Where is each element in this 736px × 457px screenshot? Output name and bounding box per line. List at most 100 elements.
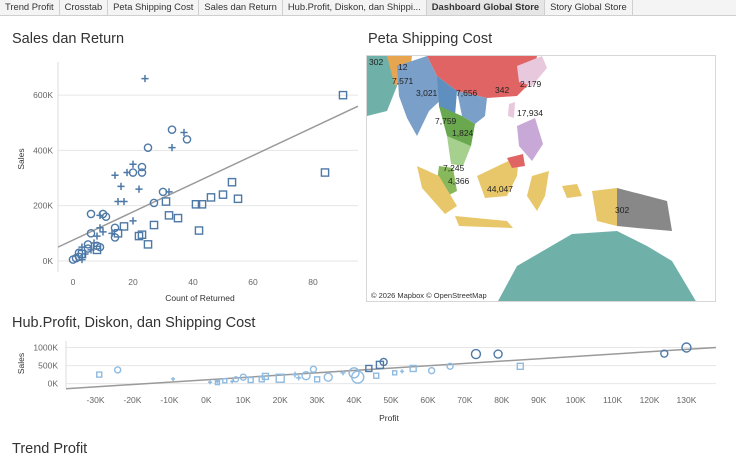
scatter-point[interactable] bbox=[168, 144, 176, 152]
scatter-point[interactable] bbox=[197, 200, 207, 209]
scatter-point[interactable] bbox=[233, 194, 243, 204]
scatter-point[interactable] bbox=[129, 160, 137, 168]
scatter-point[interactable] bbox=[214, 379, 221, 386]
y-tick-label: 1000K bbox=[33, 343, 58, 353]
scatter-point[interactable] bbox=[68, 255, 78, 264]
scatter-point[interactable] bbox=[135, 185, 143, 193]
scatter-point[interactable] bbox=[149, 198, 159, 208]
map-value-label: 44,047 bbox=[487, 184, 513, 194]
scatter-point[interactable] bbox=[114, 366, 122, 374]
scatter-point[interactable] bbox=[222, 378, 228, 384]
scatter-point[interactable] bbox=[120, 197, 128, 206]
scatter-point[interactable] bbox=[119, 222, 129, 231]
scatter-point[interactable] bbox=[99, 228, 107, 236]
map-attribution[interactable]: © 2026 Mapbox © OpenStreetMap bbox=[369, 291, 489, 300]
tab-hub-profit-diskon-dan-shippi[interactable]: Hub.Profit, Diskon, dan Shippi... bbox=[282, 0, 427, 15]
scatter-point[interactable] bbox=[149, 220, 159, 230]
scatter-point[interactable] bbox=[96, 211, 104, 219]
scatter-point[interactable] bbox=[427, 366, 436, 375]
x-tick-label: -30K bbox=[87, 395, 105, 405]
scatter-point[interactable] bbox=[117, 182, 125, 190]
scatter-point[interactable] bbox=[180, 128, 188, 137]
tab-dashboard-global-store[interactable]: Dashboard Global Store bbox=[426, 0, 546, 15]
scatter-point[interactable] bbox=[111, 171, 119, 179]
scatter-point[interactable] bbox=[446, 362, 454, 371]
scatter-point[interactable] bbox=[143, 240, 153, 249]
scatter-point[interactable] bbox=[275, 373, 285, 383]
scatter-point[interactable] bbox=[137, 168, 147, 177]
scatter-point[interactable] bbox=[123, 168, 131, 177]
tab-trend-profit[interactable]: Trend Profit bbox=[0, 0, 60, 15]
shipping-cost-map[interactable]: 302 12 7,571 3,021 7,656 342 2,179 17,934 7,759 1… bbox=[366, 55, 716, 302]
x-tick-label: 120K bbox=[640, 395, 660, 405]
scatter-point[interactable] bbox=[83, 240, 93, 249]
scatter-point[interactable] bbox=[247, 376, 254, 384]
scatter-point[interactable] bbox=[171, 376, 176, 381]
scatter-point[interactable] bbox=[338, 90, 348, 100]
scatter-point[interactable] bbox=[167, 125, 177, 134]
scatter-point[interactable] bbox=[143, 143, 153, 152]
scatter-point[interactable] bbox=[309, 365, 318, 373]
scatter-point[interactable] bbox=[161, 197, 171, 206]
scatter-point[interactable] bbox=[320, 168, 330, 177]
scatter-points bbox=[68, 74, 348, 264]
scatter-point[interactable] bbox=[516, 362, 524, 371]
scatter-point[interactable] bbox=[137, 162, 147, 172]
scatter-point[interactable] bbox=[323, 372, 333, 382]
scatter-point[interactable] bbox=[232, 376, 240, 383]
map-title: Peta Shipping Cost bbox=[368, 31, 493, 47]
sales-return-chart[interactable]: 0K 200K 400K 600K 0 20 40 60 80 Count of Returned… bbox=[0, 50, 362, 302]
scatter-point[interactable] bbox=[365, 364, 373, 373]
scatter-point[interactable] bbox=[493, 349, 503, 359]
scatter-point[interactable] bbox=[96, 224, 104, 232]
tab-story-global-store[interactable]: Story Global Store bbox=[545, 0, 633, 15]
tab-sales-dan-return[interactable]: Sales dan Return bbox=[199, 0, 283, 15]
scatter-point[interactable] bbox=[182, 135, 192, 144]
scatter-point[interactable] bbox=[470, 348, 482, 360]
scatter-point[interactable] bbox=[681, 342, 692, 353]
scatter-point[interactable] bbox=[291, 371, 298, 378]
scatter-point[interactable] bbox=[86, 229, 96, 238]
scatter-point[interactable] bbox=[194, 226, 204, 235]
hub-profit-chart[interactable]: 0K 500K 1000K -30K -20K -10K 0K 10K 20K 30K 40K 50K… bbox=[0, 333, 736, 433]
scatter-point[interactable] bbox=[208, 380, 213, 385]
scatter-point[interactable] bbox=[141, 74, 149, 83]
scatter-point[interactable] bbox=[206, 193, 216, 202]
tab-peta-shipping-cost[interactable]: Peta Shipping Cost bbox=[108, 0, 200, 15]
scatter-point[interactable] bbox=[137, 230, 147, 239]
scatter-point[interactable] bbox=[93, 232, 101, 240]
scatter-point[interactable] bbox=[81, 250, 89, 258]
scatter-point[interactable] bbox=[218, 190, 228, 199]
scatter-point[interactable] bbox=[96, 371, 103, 378]
scatter-point[interactable] bbox=[348, 367, 360, 379]
scatter-point[interactable] bbox=[313, 376, 321, 383]
scatter-point[interactable] bbox=[391, 370, 398, 376]
scatter-point[interactable] bbox=[296, 375, 302, 381]
scatter-point[interactable] bbox=[227, 177, 237, 187]
scatter-point[interactable] bbox=[164, 211, 174, 220]
scatter-point[interactable] bbox=[340, 370, 346, 376]
scatter-point[interactable] bbox=[230, 379, 235, 384]
scatter-point[interactable] bbox=[101, 212, 111, 222]
scatter-point[interactable] bbox=[351, 370, 365, 384]
scatter-point[interactable] bbox=[129, 217, 137, 225]
scatter-point[interactable] bbox=[409, 364, 417, 373]
scatter-point[interactable] bbox=[86, 209, 96, 219]
scatter-point[interactable] bbox=[78, 255, 86, 264]
scatter-point[interactable] bbox=[165, 188, 173, 196]
scatter-point[interactable] bbox=[173, 213, 183, 223]
scatter-point[interactable] bbox=[400, 369, 405, 374]
tab-crosstab[interactable]: Crosstab bbox=[59, 0, 109, 15]
scatter-point[interactable] bbox=[660, 349, 669, 358]
scatter-point[interactable] bbox=[379, 357, 388, 367]
scatter-point[interactable] bbox=[301, 371, 311, 381]
trend-line[interactable] bbox=[57, 105, 359, 248]
scatter-point[interactable] bbox=[373, 372, 380, 379]
scatter-point[interactable] bbox=[95, 242, 105, 252]
scatter-point[interactable] bbox=[110, 233, 120, 242]
trend-line[interactable] bbox=[65, 346, 717, 390]
scatter-point[interactable] bbox=[191, 200, 201, 209]
scatter-point[interactable] bbox=[258, 376, 265, 383]
scatter-point[interactable] bbox=[239, 373, 247, 381]
